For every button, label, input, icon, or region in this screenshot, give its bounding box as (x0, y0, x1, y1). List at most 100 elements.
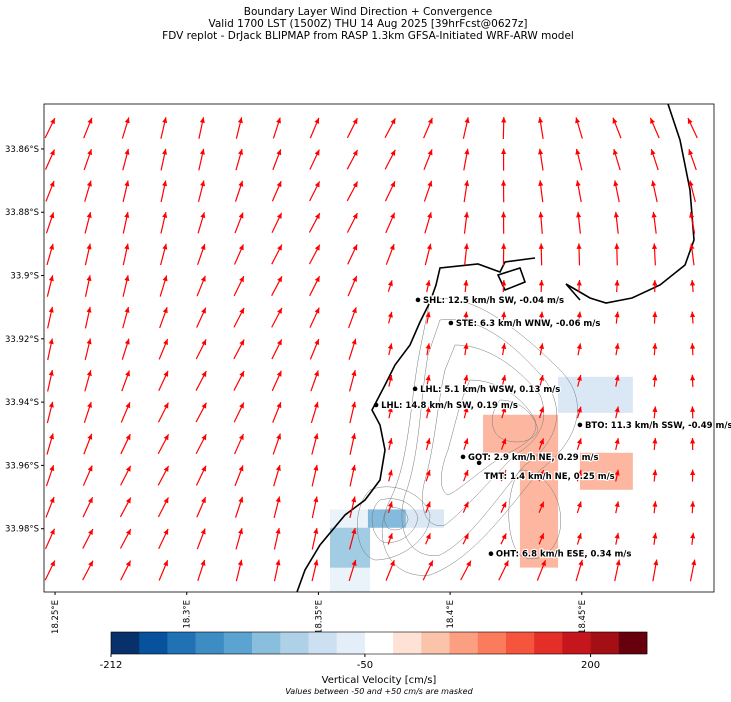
wind-arrow-head (49, 496, 55, 503)
wind-arrow-head (48, 370, 54, 376)
wind-arrow-head (200, 244, 206, 250)
wind-arrow-head (464, 180, 470, 187)
wind-arrow-head (425, 343, 431, 350)
title-line: Boundary Layer Wind Direction + Converge… (244, 6, 492, 18)
convergence-cell (579, 452, 633, 490)
wind-arrow-head (162, 180, 168, 187)
wind-arrow-head (538, 280, 544, 286)
wind-arrow-head (425, 469, 431, 476)
wind-arrow-head (427, 149, 433, 156)
wind-arrow-head (239, 339, 245, 346)
wind-arrow-head (539, 406, 545, 413)
wind-arrow-head (48, 401, 54, 408)
wind-arrow-head (163, 497, 169, 504)
wind-arrow-head (125, 402, 131, 409)
wind-arrow-head (614, 311, 620, 318)
wind-arrow-head (86, 180, 92, 187)
convergence-cell (367, 509, 406, 528)
wind-arrow-head (162, 243, 168, 250)
wind-arrow-head (314, 307, 320, 314)
wind-arrow-head (387, 311, 393, 318)
wind-arrow-head (501, 470, 507, 477)
colorbar: -212 -50 200 (100, 631, 648, 671)
wind-arrow-head (576, 469, 582, 476)
wind-arrow-head (651, 243, 658, 249)
wind-arrow-head (463, 374, 469, 381)
wind-arrow-head (425, 311, 431, 318)
colorbar-bin (195, 632, 225, 654)
wind-arrow-head (200, 559, 206, 566)
wind-arrow-head (239, 402, 244, 409)
station-label: LHL: 14.8 km/h SW, 0.19 m/s (381, 401, 518, 411)
wind-arrow-head (576, 501, 582, 508)
colorbar-bin (534, 632, 563, 654)
wind-arrow-head (201, 339, 207, 346)
wind-arrow-head (86, 275, 92, 282)
wind-arrow-head (162, 148, 168, 155)
wind-arrow-head (690, 311, 696, 318)
wind-arrow-head (538, 243, 544, 249)
colorbar-bin (252, 632, 281, 654)
wind-arrow-head (539, 438, 545, 445)
station-label: LHL: 5.1 km/h WSW, 0.13 m/s (420, 385, 560, 395)
wind-arrows (44, 116, 698, 582)
y-tick-label: 33.92°S (5, 335, 39, 345)
colorbar-bin (562, 632, 591, 654)
wind-arrow-head (614, 532, 620, 539)
wind-arrow-head (276, 117, 281, 124)
wind-arrow-head (351, 338, 357, 345)
wind-arrow-head (500, 180, 507, 186)
wind-arrow-head (49, 180, 55, 187)
wind-arrow-head (538, 180, 544, 186)
wind-arrow-head (49, 465, 55, 472)
wind-arrow-head (539, 501, 544, 508)
wind-arrow-head (501, 311, 507, 318)
wind-arrow-head (239, 276, 244, 283)
wind-arrow-head (48, 306, 54, 313)
wind-arrow-head (390, 181, 395, 188)
wind-arrow-head (87, 117, 93, 124)
wind-arrow-head (163, 465, 169, 472)
wind-arrow-head (201, 465, 206, 472)
station-label: GOT: 2.9 km/h NE, 0.29 m/s (468, 453, 599, 463)
wind-arrow-head (466, 560, 471, 567)
colorbar-bin (308, 632, 337, 654)
station-dot (577, 422, 583, 428)
colorbar-bin (421, 632, 450, 654)
wind-arrow-head (690, 532, 696, 539)
station-dot (488, 551, 494, 557)
wind-arrow-head (277, 276, 282, 283)
wind-arrow-head (201, 307, 206, 314)
wind-arrow-head (501, 374, 507, 381)
station-label: BTO: 11.3 km/h SSW, -0.49 m/s (585, 421, 731, 431)
wind-arrow-head (314, 370, 319, 377)
wind-arrow-head (49, 528, 55, 535)
wind-arrow-head (87, 149, 93, 156)
wind-arrow-head (501, 533, 507, 540)
wind-arrow-head (652, 438, 658, 444)
wind-arrow-head (576, 438, 582, 445)
wind-arrow-head (351, 307, 357, 314)
wind-arrow-head (314, 244, 320, 251)
wind-arrow-head (390, 212, 395, 219)
wind-arrow-head (463, 438, 469, 445)
wind-arrow-head (463, 343, 469, 350)
stations: SHL: 12.5 km/h SW, -0.04 m/s STE: 6.3 km/… (373, 295, 731, 561)
wind-arrow-head (389, 244, 395, 251)
wind-arrow-head (576, 406, 582, 413)
wind-arrow-head (238, 180, 244, 187)
wind-arrow-head (200, 180, 206, 187)
wind-arrow-head (427, 180, 433, 187)
y-tick-label: 33.94°S (5, 398, 39, 408)
wind-arrow-head (576, 211, 582, 218)
wind-arrow-head (125, 529, 131, 536)
wind-arrow-head (576, 533, 582, 540)
wind-arrow-head (652, 343, 658, 349)
wind-arrow-head (463, 501, 469, 508)
wind-arrow-head (352, 118, 358, 125)
station-dot (412, 386, 418, 392)
y-tick-label: 33.96°S (5, 461, 39, 471)
x-tick-label: 18.45°E (578, 600, 588, 634)
wind-arrow-head (352, 149, 358, 156)
wind-arrow-head (125, 497, 131, 504)
